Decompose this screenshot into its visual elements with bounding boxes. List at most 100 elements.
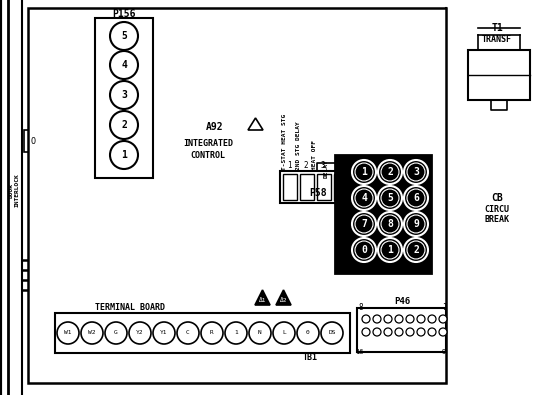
- Text: 1: 1: [286, 162, 291, 171]
- Circle shape: [404, 186, 428, 210]
- Text: 5: 5: [387, 193, 393, 203]
- Circle shape: [81, 322, 103, 344]
- Text: 4: 4: [338, 162, 342, 171]
- Text: T1: T1: [491, 23, 503, 33]
- Circle shape: [406, 315, 414, 323]
- Circle shape: [352, 186, 376, 210]
- Circle shape: [417, 328, 425, 336]
- Text: 9: 9: [413, 219, 419, 229]
- Circle shape: [373, 315, 381, 323]
- Bar: [334, 174, 348, 200]
- Circle shape: [439, 328, 447, 336]
- Circle shape: [378, 212, 402, 236]
- Circle shape: [407, 215, 425, 233]
- Text: CB: CB: [491, 193, 503, 203]
- Bar: [55, 313, 350, 353]
- Bar: [317, 174, 331, 200]
- Text: 2ND STG DELAY: 2ND STG DELAY: [295, 121, 300, 170]
- Polygon shape: [276, 290, 291, 305]
- Text: C: C: [186, 331, 190, 335]
- Bar: [357, 308, 446, 352]
- Polygon shape: [248, 118, 263, 130]
- Polygon shape: [255, 290, 270, 305]
- Circle shape: [297, 322, 319, 344]
- Circle shape: [110, 141, 138, 169]
- Text: HEAT OFF: HEAT OFF: [311, 140, 316, 170]
- Bar: [28, 8, 446, 383]
- Text: INTEGRATED: INTEGRATED: [183, 139, 233, 147]
- Text: P58: P58: [309, 188, 327, 198]
- Circle shape: [355, 215, 373, 233]
- Text: Δ1: Δ1: [259, 298, 266, 303]
- Text: 3: 3: [321, 162, 325, 171]
- Circle shape: [384, 315, 392, 323]
- Bar: [280, 171, 352, 203]
- Circle shape: [428, 315, 436, 323]
- Text: Δ2: Δ2: [280, 298, 288, 303]
- Circle shape: [362, 328, 370, 336]
- Circle shape: [352, 212, 376, 236]
- Text: 6: 6: [413, 193, 419, 203]
- Text: 1: 1: [361, 167, 367, 177]
- Bar: [335, 155, 431, 273]
- Circle shape: [352, 238, 376, 262]
- Text: DELAY: DELAY: [324, 159, 329, 178]
- Circle shape: [384, 328, 392, 336]
- Circle shape: [129, 322, 151, 344]
- Circle shape: [406, 328, 414, 336]
- Circle shape: [105, 322, 127, 344]
- Text: 16: 16: [355, 349, 363, 355]
- Circle shape: [355, 241, 373, 259]
- Text: 1: 1: [234, 331, 238, 335]
- Text: R: R: [210, 331, 214, 335]
- Text: CONTROL: CONTROL: [191, 150, 225, 160]
- Circle shape: [57, 322, 79, 344]
- Text: CIRCU: CIRCU: [485, 205, 510, 214]
- Circle shape: [381, 215, 399, 233]
- Circle shape: [407, 241, 425, 259]
- Text: P156: P156: [112, 9, 136, 19]
- Circle shape: [381, 163, 399, 181]
- Circle shape: [110, 111, 138, 139]
- Circle shape: [395, 315, 403, 323]
- Circle shape: [110, 51, 138, 79]
- Circle shape: [177, 322, 199, 344]
- Text: 0: 0: [306, 331, 310, 335]
- Circle shape: [201, 322, 223, 344]
- Text: TERMINAL BOARD: TERMINAL BOARD: [95, 303, 165, 312]
- Text: 2: 2: [413, 245, 419, 255]
- Text: G: G: [114, 331, 118, 335]
- Text: DOOR
INTERLOCK: DOOR INTERLOCK: [9, 173, 19, 207]
- Bar: [300, 174, 314, 200]
- Circle shape: [355, 189, 373, 207]
- Circle shape: [273, 322, 295, 344]
- Text: W2: W2: [88, 331, 96, 335]
- Circle shape: [378, 238, 402, 262]
- Circle shape: [404, 160, 428, 184]
- Bar: [95, 18, 153, 178]
- Circle shape: [378, 160, 402, 184]
- Text: L: L: [282, 331, 286, 335]
- Circle shape: [355, 163, 373, 181]
- Bar: [24, 130, 42, 152]
- Circle shape: [110, 81, 138, 109]
- Text: 3: 3: [121, 90, 127, 100]
- Text: TB1: TB1: [302, 354, 317, 363]
- Circle shape: [110, 22, 138, 50]
- Text: Y2: Y2: [136, 331, 143, 335]
- Text: N: N: [258, 331, 262, 335]
- Circle shape: [153, 322, 175, 344]
- Text: 4: 4: [361, 193, 367, 203]
- Circle shape: [381, 189, 399, 207]
- Circle shape: [439, 315, 447, 323]
- Text: 3: 3: [413, 167, 419, 177]
- Circle shape: [352, 160, 376, 184]
- Text: 5: 5: [121, 31, 127, 41]
- Text: T-STAT HEAT STG: T-STAT HEAT STG: [281, 114, 286, 170]
- Circle shape: [404, 212, 428, 236]
- Circle shape: [407, 163, 425, 181]
- Bar: [283, 174, 297, 200]
- Circle shape: [249, 322, 271, 344]
- Circle shape: [225, 322, 247, 344]
- Text: A92: A92: [206, 122, 224, 132]
